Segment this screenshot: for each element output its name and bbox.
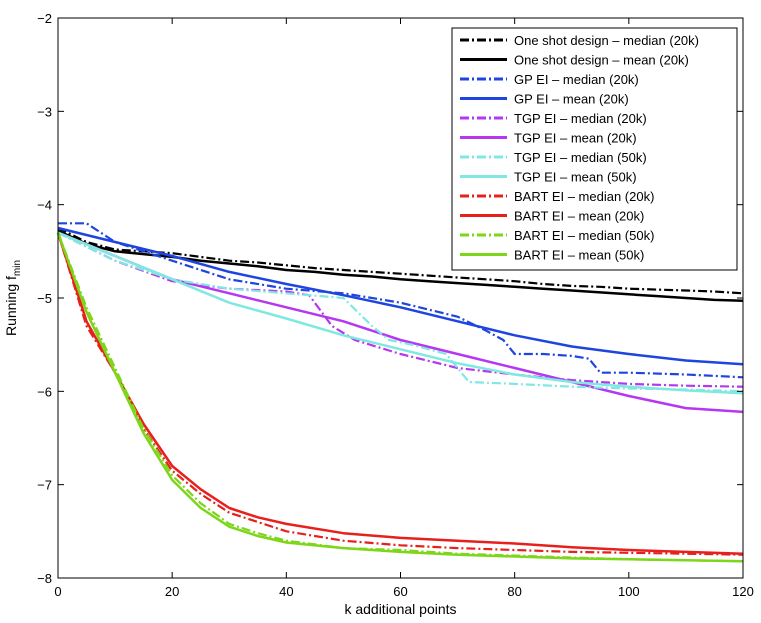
legend-label-4: GP EI – mean (20k) (514, 92, 629, 107)
x-tick-label: 20 (165, 584, 179, 599)
legend-label-12: BART EI – mean (50k) (514, 248, 644, 263)
x-tick-label: 100 (618, 584, 640, 599)
legend-label-3: GP EI – median (20k) (514, 72, 639, 87)
legend-label-5: TGP EI – median (20k) (514, 111, 647, 126)
y-tick-label: −7 (37, 478, 52, 493)
x-tick-label: 0 (54, 584, 61, 599)
legend-label-2: One shot design – mean (20k) (514, 53, 689, 68)
series-line-11 (56, 232, 744, 563)
series-layer (56, 222, 744, 563)
series-line-12 (56, 232, 744, 563)
axis-ticks: 0 20 40 60 80 100 120 −8 −7 −6 −5 −4 −3 −2 (37, 11, 754, 599)
x-tick-label: 80 (507, 584, 521, 599)
legend-label-9: BART EI – median (20k) (514, 189, 654, 204)
legend-label-8: TGP EI – mean (50k) (514, 170, 637, 185)
y-axis-label-subscript: min (12, 260, 23, 276)
y-tick-label: −6 (37, 384, 52, 399)
y-tick-label: −2 (37, 11, 52, 26)
y-tick-label: −3 (37, 104, 52, 119)
y-axis-label: Running fmin (3, 260, 23, 336)
y-axis-label-main: Running f (3, 276, 19, 336)
legend: One shot design – median (20k) One shot d… (451, 27, 738, 271)
x-tick-label: 40 (279, 584, 293, 599)
legend-label-7: TGP EI – median (50k) (514, 150, 647, 165)
y-tick-label: −4 (37, 198, 52, 213)
series-line-4 (57, 226, 744, 366)
series-line-8 (57, 231, 744, 395)
legend-label-1: One shot design – median (20k) (514, 33, 699, 48)
legend-box (451, 27, 738, 271)
legend-label-11: BART EI – median (50k) (514, 228, 654, 243)
series-line-1 (57, 227, 744, 295)
legend-label-10: BART EI – mean (20k) (514, 209, 644, 224)
legend-label-6: TGP EI – mean (20k) (514, 131, 637, 146)
x-axis-label: k additional points (344, 601, 456, 617)
y-tick-label: −8 (37, 571, 52, 586)
y-tick-label: −5 (37, 291, 52, 306)
series-line-7 (57, 231, 744, 393)
x-tick-label: 60 (393, 584, 407, 599)
x-tick-label: 120 (732, 584, 754, 599)
